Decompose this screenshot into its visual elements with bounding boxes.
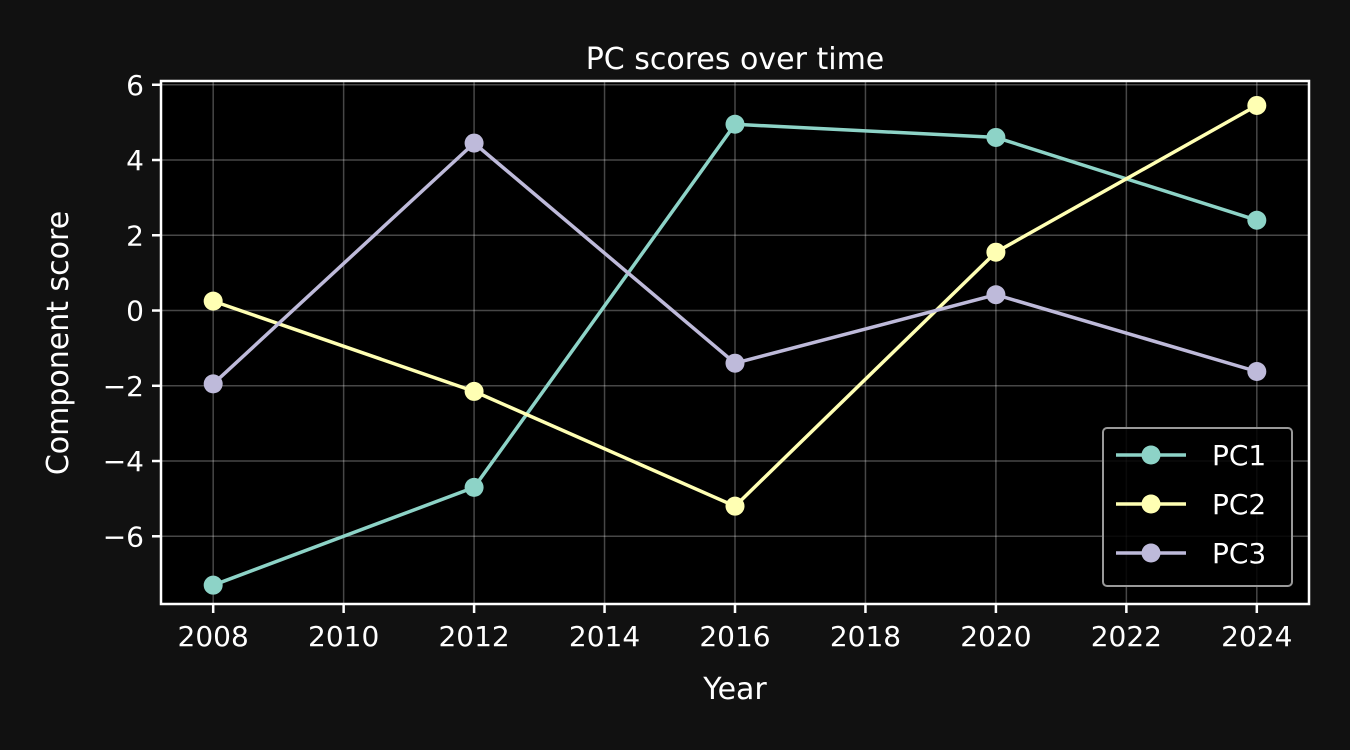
x-tick-label: 2012 xyxy=(438,620,509,653)
x-tick-label: 2020 xyxy=(960,620,1031,653)
legend-label-pc2: PC2 xyxy=(1212,488,1266,521)
y-tick-label: 6 xyxy=(126,69,144,102)
data-point-pc3 xyxy=(203,374,223,394)
data-point-pc1 xyxy=(986,127,1006,147)
data-point-pc3 xyxy=(1247,361,1267,381)
legend-label-pc3: PC3 xyxy=(1212,537,1266,570)
y-axis: −6 −4 −2 0 2 4 6 xyxy=(103,69,161,553)
x-tick-label: 2018 xyxy=(830,620,901,653)
y-tick-label: 2 xyxy=(126,219,144,252)
data-point-pc3 xyxy=(725,353,745,373)
legend-marker-pc1 xyxy=(1141,445,1161,465)
y-tick-label: −4 xyxy=(103,445,144,478)
series-pc3 xyxy=(203,133,1267,394)
series-pc1 xyxy=(203,114,1267,595)
data-point-pc1 xyxy=(464,477,484,497)
series-pc2 xyxy=(203,95,1267,516)
y-axis-label: Component score xyxy=(41,211,76,475)
data-point-pc3 xyxy=(986,285,1006,305)
chart-title: PC scores over time xyxy=(586,42,885,77)
x-tick-label: 2022 xyxy=(1091,620,1162,653)
legend-marker-pc3 xyxy=(1141,543,1161,563)
data-point-pc2 xyxy=(1247,95,1267,115)
data-point-pc3 xyxy=(464,133,484,153)
y-tick-label: −6 xyxy=(103,520,144,553)
series-layer xyxy=(203,95,1267,595)
data-point-pc1 xyxy=(203,575,223,595)
data-point-pc1 xyxy=(725,114,745,134)
legend-label-pc1: PC1 xyxy=(1212,439,1266,472)
data-point-pc2 xyxy=(986,242,1006,262)
data-point-pc2 xyxy=(725,496,745,516)
data-point-pc2 xyxy=(203,291,223,311)
legend-item-pc1: PC1 xyxy=(1116,439,1266,472)
data-point-pc2 xyxy=(464,381,484,401)
y-tick-label: 4 xyxy=(126,144,144,177)
y-tick-label: 0 xyxy=(126,295,144,328)
x-tick-label: 2024 xyxy=(1221,620,1292,653)
x-tick-label: 2008 xyxy=(178,620,249,653)
legend-item-pc2: PC2 xyxy=(1116,488,1266,521)
x-tick-label: 2016 xyxy=(699,620,770,653)
legend-item-pc3: PC3 xyxy=(1116,537,1266,570)
data-point-pc1 xyxy=(1247,210,1267,230)
legend: PC1 PC2 PC3 xyxy=(1102,427,1293,587)
x-tick-label: 2014 xyxy=(569,620,640,653)
x-axis: 2008 2010 2012 2014 2016 2018 2020 2022 2024 xyxy=(178,604,1292,653)
x-tick-label: 2010 xyxy=(308,620,379,653)
legend-marker-pc2 xyxy=(1141,494,1161,514)
x-axis-label: Year xyxy=(702,672,767,707)
y-tick-label: −2 xyxy=(103,370,144,403)
